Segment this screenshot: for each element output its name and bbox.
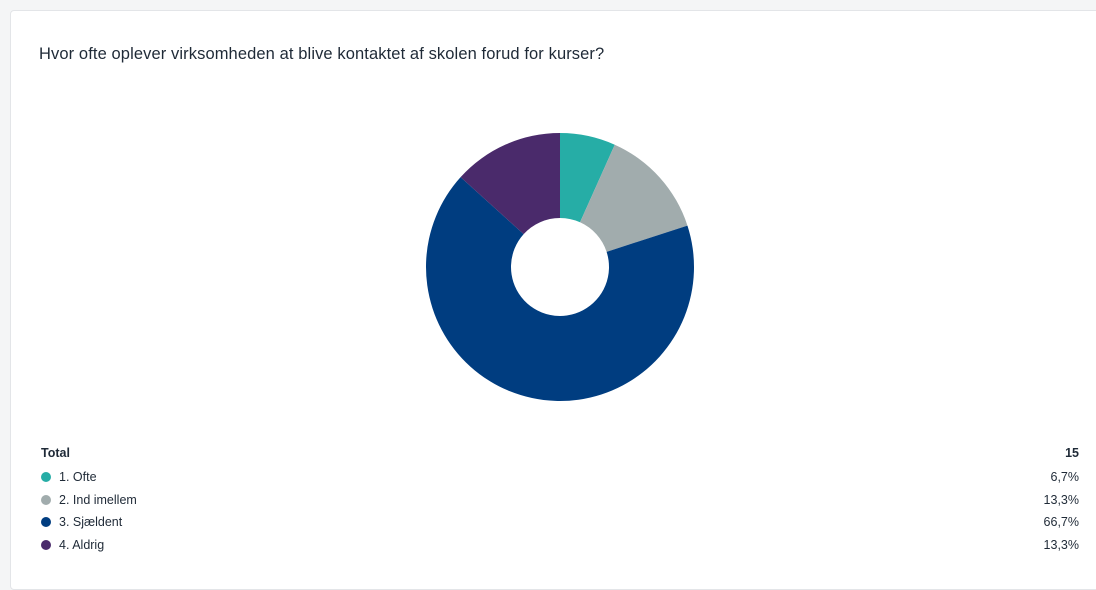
- legend: Total 15 1. Ofte 6,7% 2. Ind imellem 13,…: [41, 443, 1079, 556]
- legend-total-row: Total 15: [41, 443, 1079, 463]
- pie-slice-3[interactable]: [425, 177, 694, 401]
- legend-label: 3. Sjældent: [59, 515, 123, 530]
- legend-label: 1. Ofte: [59, 470, 97, 485]
- legend-item-ofte: 1. Ofte 6,7%: [41, 466, 1079, 489]
- legend-percent: 6,7%: [1050, 470, 1080, 485]
- legend-total-label: Total: [41, 446, 70, 460]
- pie-slice-1[interactable]: [560, 133, 615, 223]
- legend-dot-icon: [41, 517, 51, 528]
- legend-dot-icon: [41, 539, 51, 550]
- pie-slice-4[interactable]: [460, 133, 560, 235]
- legend-percent: 66,7%: [1043, 515, 1079, 530]
- legend-item-aldrig: 4. Aldrig 13,3%: [41, 534, 1079, 557]
- legend-dot-icon: [41, 472, 51, 483]
- legend-label: 2. Ind imellem: [59, 492, 137, 507]
- legend-label: 4. Aldrig: [59, 537, 105, 552]
- legend-item-ind-imellem: 2. Ind imellem 13,3%: [41, 489, 1079, 512]
- legend-item-sjaeldent: 3. Sjældent 66,7%: [41, 511, 1079, 534]
- pie-slice-2[interactable]: [580, 144, 688, 252]
- legend-total-value: 15: [1065, 446, 1079, 460]
- legend-percent: 13,3%: [1043, 492, 1079, 507]
- chart-title: Hvor ofte oplever virksomheden at blive …: [39, 45, 605, 63]
- donut-chart: [425, 133, 694, 401]
- survey-card: Hvor ofte oplever virksomheden at blive …: [10, 10, 1096, 590]
- legend-dot-icon: [41, 494, 51, 505]
- legend-percent: 13,3%: [1043, 537, 1079, 552]
